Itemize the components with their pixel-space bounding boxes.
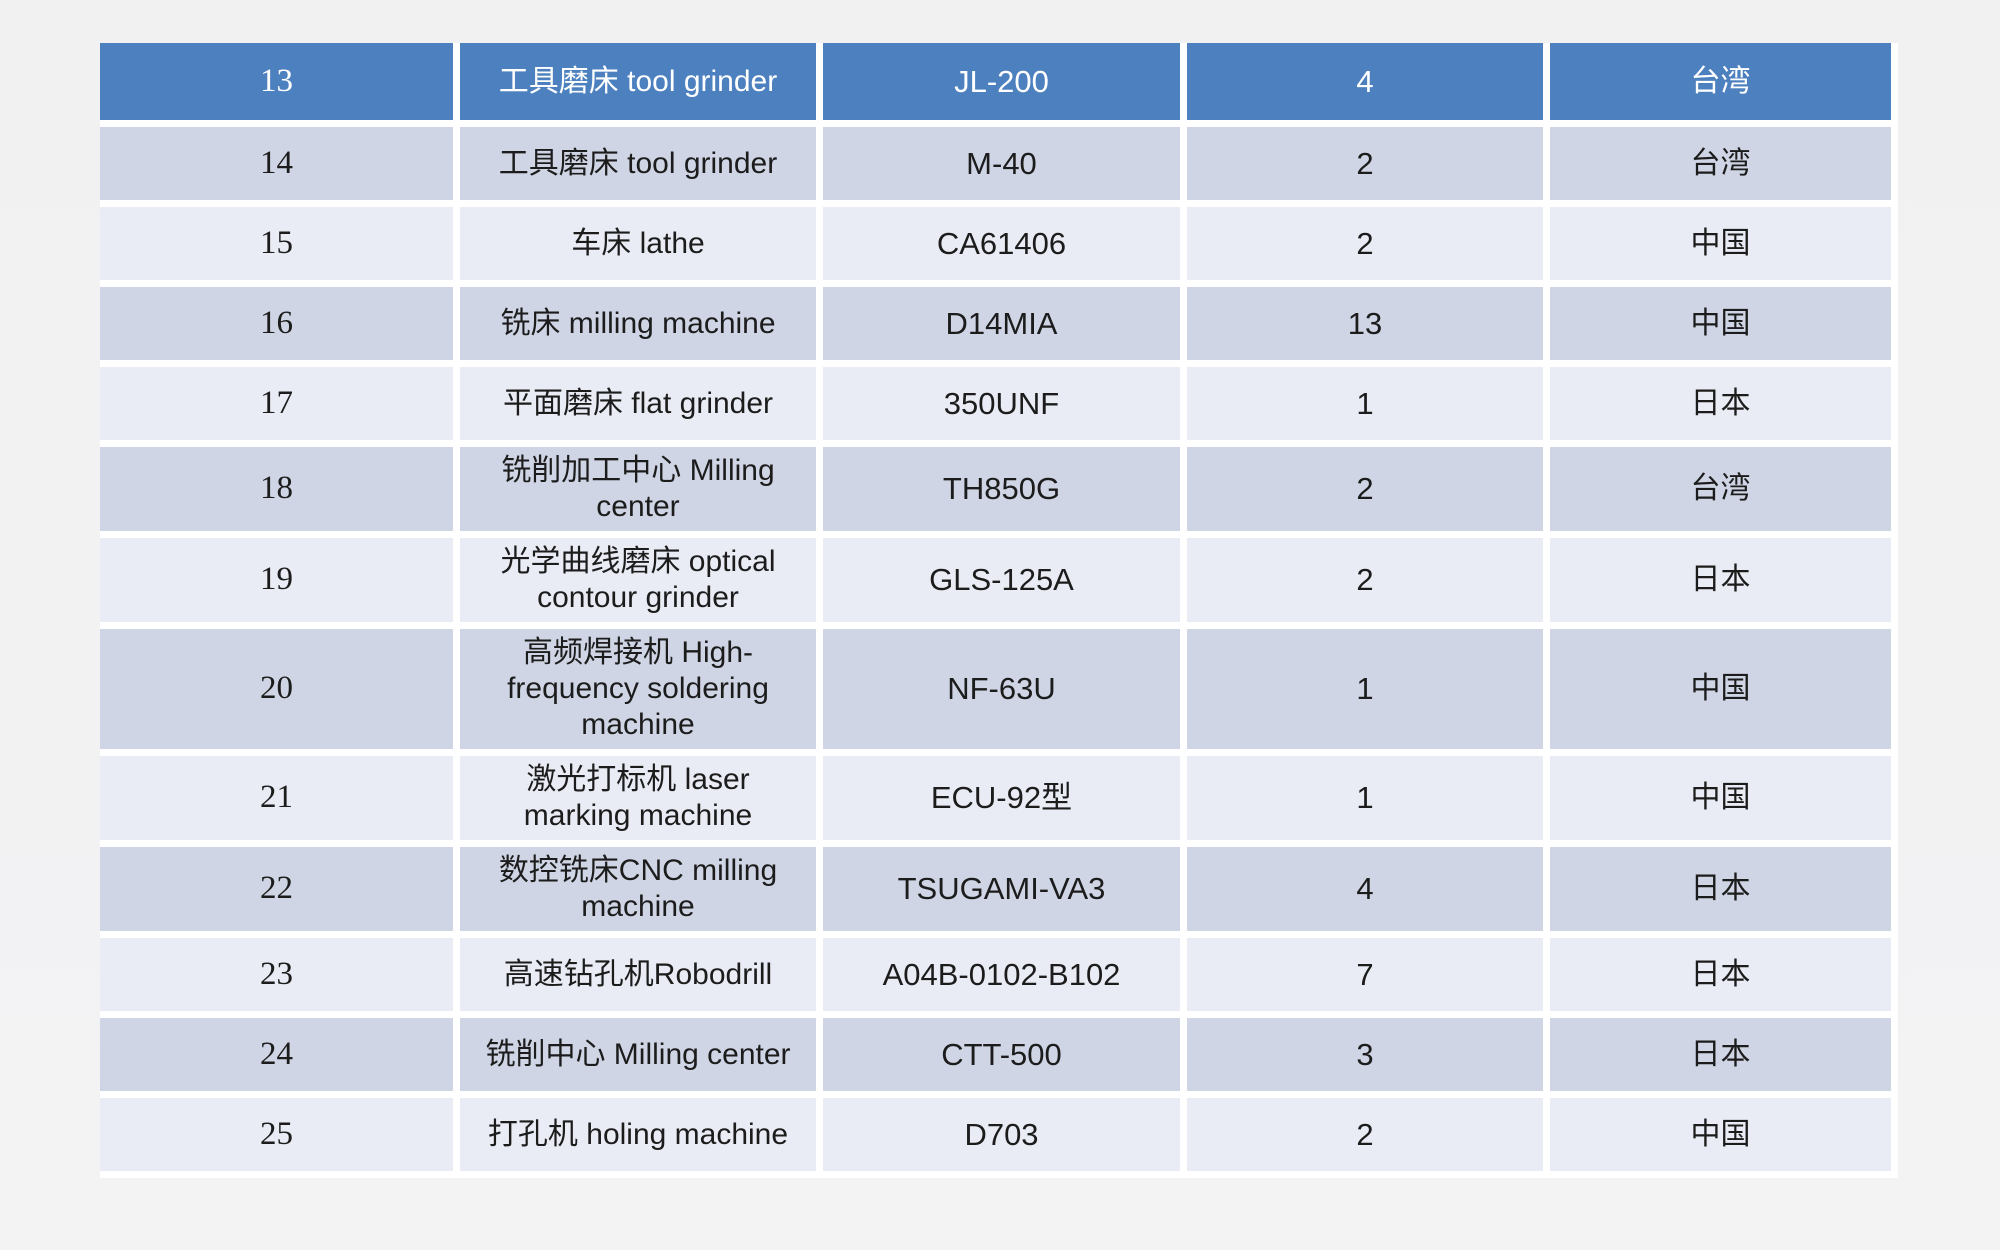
cell-quantity: 1	[1187, 756, 1550, 847]
cell-model: D14MIA	[823, 287, 1187, 367]
cell-model: JL-200	[823, 43, 1187, 127]
cell-row-number: 15	[100, 207, 460, 287]
cell-origin: 台湾	[1550, 43, 1898, 127]
cell-row-number: 23	[100, 938, 460, 1018]
table-row: 19 光学曲线磨床 optical contour grinder GLS-12…	[100, 538, 1898, 629]
cell-origin: 中国	[1550, 629, 1898, 756]
cell-quantity: 2	[1187, 207, 1550, 287]
table-row: 18 铣削加工中心 Milling center TH850G 2 台湾	[100, 447, 1898, 538]
cell-machine-name: 工具磨床 tool grinder	[460, 43, 823, 127]
cell-row-number: 24	[100, 1018, 460, 1098]
cell-model: NF-63U	[823, 629, 1187, 756]
cell-machine-name: 高速钻孔机Robodrill	[460, 938, 823, 1018]
cell-model: 350UNF	[823, 367, 1187, 447]
cell-machine-name: 工具磨床 tool grinder	[460, 127, 823, 207]
cell-origin: 日本	[1550, 367, 1898, 447]
cell-row-number: 25	[100, 1098, 460, 1178]
table-row: 16 铣床 milling machine D14MIA 13 中国	[100, 287, 1898, 367]
cell-quantity: 4	[1187, 43, 1550, 127]
cell-row-number: 19	[100, 538, 460, 629]
cell-origin: 台湾	[1550, 127, 1898, 207]
cell-row-number: 17	[100, 367, 460, 447]
cell-model: A04B-0102-B102	[823, 938, 1187, 1018]
table-row: 22 数控铣床CNC milling machine TSUGAMI-VA3 4…	[100, 847, 1898, 938]
table-row: 20 高频焊接机 High-frequency soldering machin…	[100, 629, 1898, 756]
cell-row-number: 13	[100, 43, 460, 127]
cell-quantity: 4	[1187, 847, 1550, 938]
cell-model: ECU-92型	[823, 756, 1187, 847]
cell-origin: 日本	[1550, 538, 1898, 629]
cell-machine-name: 铣削中心 Milling center	[460, 1018, 823, 1098]
cell-model: TH850G	[823, 447, 1187, 538]
cell-quantity: 2	[1187, 1098, 1550, 1178]
cell-row-number: 21	[100, 756, 460, 847]
cell-quantity: 2	[1187, 447, 1550, 538]
cell-model: M-40	[823, 127, 1187, 207]
table-row: 24 铣削中心 Milling center CTT-500 3 日本	[100, 1018, 1898, 1098]
cell-origin: 中国	[1550, 207, 1898, 287]
cell-quantity: 2	[1187, 538, 1550, 629]
cell-quantity: 1	[1187, 367, 1550, 447]
cell-origin: 中国	[1550, 1098, 1898, 1178]
equipment-table: 13 工具磨床 tool grinder JL-200 4 台湾 14 工具磨床…	[100, 43, 1898, 1178]
cell-quantity: 3	[1187, 1018, 1550, 1098]
cell-machine-name: 车床 lathe	[460, 207, 823, 287]
table-row: 25 打孔机 holing machine D703 2 中国	[100, 1098, 1898, 1178]
cell-model: CA61406	[823, 207, 1187, 287]
cell-origin: 日本	[1550, 938, 1898, 1018]
cell-row-number: 16	[100, 287, 460, 367]
cell-origin: 中国	[1550, 756, 1898, 847]
equipment-table-body: 13 工具磨床 tool grinder JL-200 4 台湾 14 工具磨床…	[100, 43, 1898, 1178]
cell-quantity: 13	[1187, 287, 1550, 367]
table-row: 17 平面磨床 flat grinder 350UNF 1 日本	[100, 367, 1898, 447]
cell-origin: 日本	[1550, 847, 1898, 938]
cell-row-number: 14	[100, 127, 460, 207]
cell-row-number: 20	[100, 629, 460, 756]
cell-row-number: 22	[100, 847, 460, 938]
cell-machine-name: 铣床 milling machine	[460, 287, 823, 367]
cell-origin: 台湾	[1550, 447, 1898, 538]
cell-machine-name: 数控铣床CNC milling machine	[460, 847, 823, 938]
cell-machine-name: 平面磨床 flat grinder	[460, 367, 823, 447]
cell-quantity: 1	[1187, 629, 1550, 756]
table-row: 21 激光打标机 laser marking machine ECU-92型 1…	[100, 756, 1898, 847]
cell-origin: 中国	[1550, 287, 1898, 367]
cell-machine-name: 光学曲线磨床 optical contour grinder	[460, 538, 823, 629]
cell-quantity: 2	[1187, 127, 1550, 207]
cell-machine-name: 激光打标机 laser marking machine	[460, 756, 823, 847]
table-row: 15 车床 lathe CA61406 2 中国	[100, 207, 1898, 287]
cell-origin: 日本	[1550, 1018, 1898, 1098]
cell-machine-name: 铣削加工中心 Milling center	[460, 447, 823, 538]
cell-machine-name: 打孔机 holing machine	[460, 1098, 823, 1178]
cell-row-number: 18	[100, 447, 460, 538]
cell-machine-name: 高频焊接机 High-frequency soldering machine	[460, 629, 823, 756]
cell-model: GLS-125A	[823, 538, 1187, 629]
cell-model: D703	[823, 1098, 1187, 1178]
cell-quantity: 7	[1187, 938, 1550, 1018]
table-row: 14 工具磨床 tool grinder M-40 2 台湾	[100, 127, 1898, 207]
cell-model: CTT-500	[823, 1018, 1187, 1098]
cell-model: TSUGAMI-VA3	[823, 847, 1187, 938]
table-row: 23 高速钻孔机Robodrill A04B-0102-B102 7 日本	[100, 938, 1898, 1018]
table-row: 13 工具磨床 tool grinder JL-200 4 台湾	[100, 43, 1898, 127]
